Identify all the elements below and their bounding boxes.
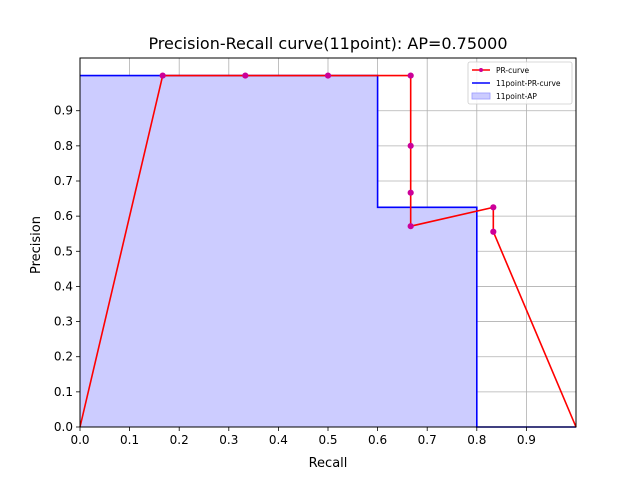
y-tick-label: 0.0 xyxy=(54,420,73,434)
x-tick-label: 0.2 xyxy=(170,433,189,447)
pr-curve-point xyxy=(159,72,166,79)
x-tick-label: 0.3 xyxy=(219,433,238,447)
x-tick-label: 0.8 xyxy=(467,433,486,447)
legend: PR-curve 11point-PR-curve 11point-AP xyxy=(467,61,573,105)
x-tick-label: 0.5 xyxy=(318,433,337,447)
legend-swatch-marker xyxy=(479,68,483,72)
series-markers xyxy=(159,72,497,235)
x-tick-label: 0.9 xyxy=(517,433,536,447)
y-tick-label: 0.1 xyxy=(54,385,73,399)
y-tick-label: 0.2 xyxy=(54,350,73,364)
y-tick-label: 0.6 xyxy=(54,209,73,223)
x-tick-label: 0.4 xyxy=(269,433,288,447)
pr-curve-point xyxy=(407,223,414,230)
pr-curve-point xyxy=(490,204,497,211)
y-tick-label: 0.4 xyxy=(54,279,73,293)
pr-curve-point xyxy=(407,189,414,196)
legend-label: 11point-AP xyxy=(496,92,537,101)
y-tick-label: 0.9 xyxy=(54,104,73,118)
y-tick-label: 0.8 xyxy=(54,139,73,153)
y-tick-label: 0.3 xyxy=(54,315,73,329)
legend-box xyxy=(467,61,573,105)
pr-curve-point xyxy=(407,72,414,79)
pr-curve-point xyxy=(407,142,414,149)
x-tick-label: 0.0 xyxy=(70,433,89,447)
tick-labels: 0.0 0.1 0.2 0.3 0.4 0.5 0.6 0.7 0.8 0.9 0.0 0.1 0.2 0… xyxy=(54,104,536,447)
legend-label: 11point-PR-curve xyxy=(496,79,561,88)
pr-curve-point xyxy=(324,72,332,79)
y-tick-label: 0.5 xyxy=(54,244,73,258)
y-tick-label: 0.7 xyxy=(54,174,73,188)
axes xyxy=(76,57,577,431)
pr-curve-point xyxy=(242,72,249,79)
legend-swatch-area xyxy=(471,92,491,100)
pr-curve-point xyxy=(490,228,497,235)
legend-label: PR-curve xyxy=(496,66,530,75)
x-tick-label: 0.1 xyxy=(120,433,139,447)
x-tick-label: 0.6 xyxy=(368,433,387,447)
x-axis-label: Recall xyxy=(309,456,348,471)
plot-frame xyxy=(79,57,577,428)
y-axis-label: Precision xyxy=(29,216,44,274)
chart-title: Precision-Recall curve(11point): AP=0.75… xyxy=(148,34,507,53)
x-tick-label: 0.7 xyxy=(418,433,437,447)
